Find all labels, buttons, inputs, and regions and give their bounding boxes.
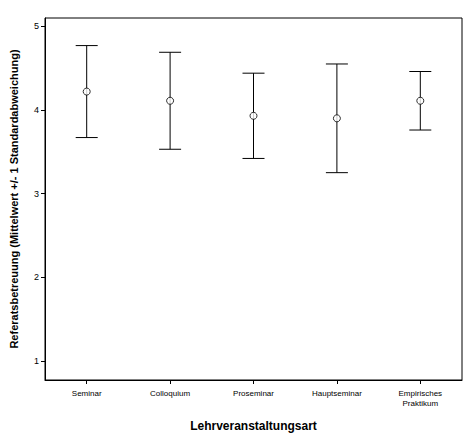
svg-text:3: 3: [34, 189, 39, 199]
svg-text:Referatsbetreuung (Mittelwert: Referatsbetreuung (Mittelwert +/- 1 Stan…: [8, 49, 20, 349]
svg-text:Seminar: Seminar: [72, 389, 102, 398]
svg-text:2: 2: [34, 272, 39, 282]
svg-text:1: 1: [34, 356, 39, 366]
svg-text:Empirisches: Empirisches: [399, 389, 443, 398]
svg-text:Praktikum: Praktikum: [403, 399, 439, 408]
svg-text:Colloquium: Colloquium: [150, 389, 190, 398]
svg-text:Proseminar: Proseminar: [233, 389, 274, 398]
svg-text:Lehrveranstaltungsart: Lehrveranstaltungsart: [190, 419, 317, 433]
svg-text:Hauptseminar: Hauptseminar: [312, 389, 362, 398]
svg-text:5: 5: [34, 21, 39, 31]
svg-text:4: 4: [34, 105, 39, 115]
